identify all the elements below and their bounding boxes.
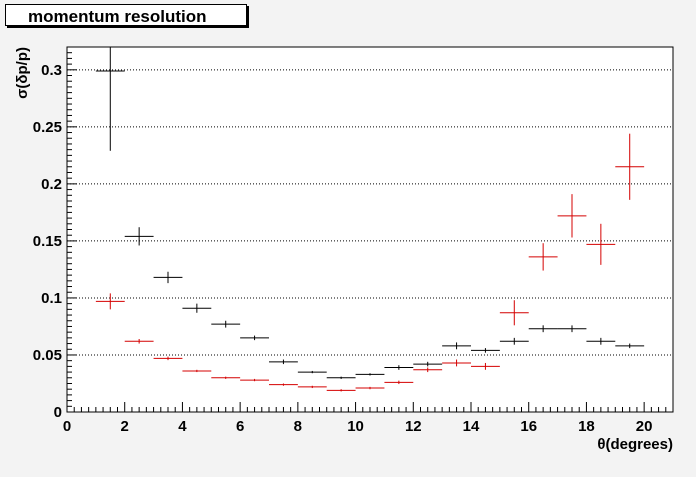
x-tick-label: 10 [347, 418, 364, 435]
x-tick-label: 14 [463, 418, 480, 435]
y-tick-label: 0.3 [41, 62, 62, 79]
y-tick-label: 0.2 [41, 176, 62, 193]
x-tick-label: 12 [405, 418, 422, 435]
x-tick-label: 6 [236, 418, 244, 435]
y-tick-label: 0.1 [41, 290, 62, 307]
chart-title-box: momentum resolution [5, 4, 247, 26]
x-tick-label: 20 [636, 418, 653, 435]
y-axis-label: σ(δp/p) [14, 47, 31, 99]
chart-title: momentum resolution [28, 7, 207, 26]
y-tick-label: 0.05 [33, 347, 62, 364]
x-tick-label: 0 [63, 418, 71, 435]
x-tick-label: 18 [578, 418, 595, 435]
y-tick-label: 0.15 [33, 233, 62, 250]
x-tick-label: 2 [121, 418, 129, 435]
plot-area [67, 47, 673, 412]
x-tick-label: 8 [294, 418, 302, 435]
x-tick-label: 16 [520, 418, 537, 435]
x-tick-label: 4 [178, 418, 187, 435]
y-tick-label: 0.25 [33, 119, 62, 136]
x-axis-label: θ(degrees) [597, 436, 673, 453]
y-tick-label: 0 [54, 404, 62, 421]
